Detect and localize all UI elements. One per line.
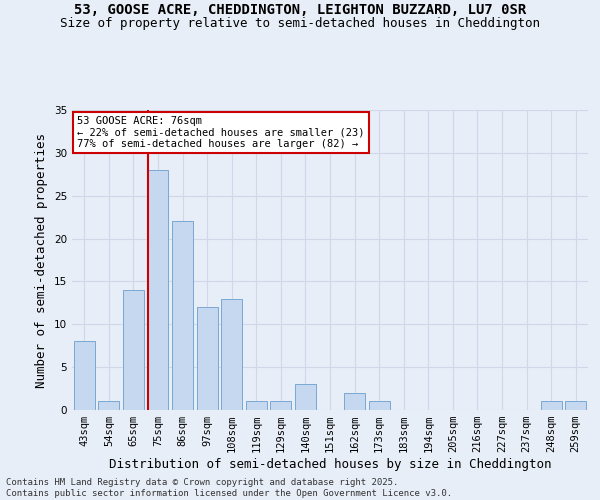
Bar bbox=[197, 307, 218, 410]
Bar bbox=[344, 393, 365, 410]
Bar bbox=[271, 402, 292, 410]
Bar bbox=[295, 384, 316, 410]
X-axis label: Distribution of semi-detached houses by size in Cheddington: Distribution of semi-detached houses by … bbox=[109, 458, 551, 471]
Text: 53 GOOSE ACRE: 76sqm
← 22% of semi-detached houses are smaller (23)
77% of semi-: 53 GOOSE ACRE: 76sqm ← 22% of semi-detac… bbox=[77, 116, 365, 149]
Bar bbox=[541, 402, 562, 410]
Bar bbox=[74, 342, 95, 410]
Y-axis label: Number of semi-detached properties: Number of semi-detached properties bbox=[35, 132, 49, 388]
Bar bbox=[98, 402, 119, 410]
Bar bbox=[221, 298, 242, 410]
Bar bbox=[148, 170, 169, 410]
Text: 53, GOOSE ACRE, CHEDDINGTON, LEIGHTON BUZZARD, LU7 0SR: 53, GOOSE ACRE, CHEDDINGTON, LEIGHTON BU… bbox=[74, 2, 526, 16]
Text: Size of property relative to semi-detached houses in Cheddington: Size of property relative to semi-detach… bbox=[60, 18, 540, 30]
Bar bbox=[565, 402, 586, 410]
Text: Contains HM Land Registry data © Crown copyright and database right 2025.
Contai: Contains HM Land Registry data © Crown c… bbox=[6, 478, 452, 498]
Bar bbox=[246, 402, 267, 410]
Bar bbox=[123, 290, 144, 410]
Bar bbox=[172, 222, 193, 410]
Bar bbox=[368, 402, 389, 410]
